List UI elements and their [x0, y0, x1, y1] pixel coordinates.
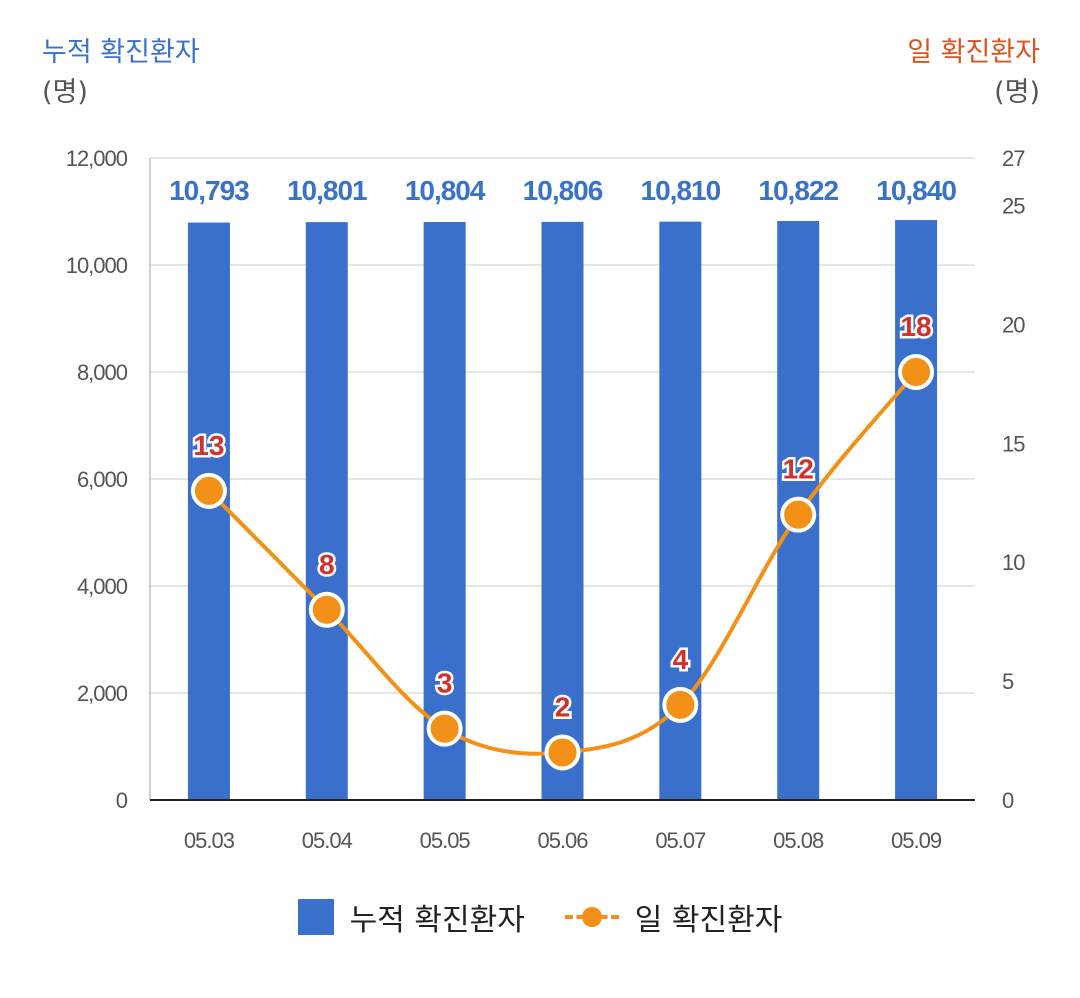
line-point: [190, 472, 227, 509]
bar-value-label: 10,804: [405, 175, 486, 206]
bar-value-label: 10,840: [876, 175, 956, 206]
bar-value-label: 10,801: [287, 175, 367, 206]
left-tick-label: 10,000: [66, 253, 128, 278]
line-value-label: 12: [783, 454, 814, 485]
line-value-label: 13: [193, 430, 224, 461]
right-tick-label: 27: [1002, 146, 1025, 171]
bar-value-label: 10,806: [523, 175, 603, 206]
legend-label-daily: 일 확진환자: [634, 903, 783, 938]
bar-swatch-icon: [297, 899, 334, 935]
line-point: [426, 710, 463, 747]
line-value-label: 2: [555, 691, 571, 722]
bar-value-label: 10,822: [758, 175, 838, 206]
x-tick-label: 05.07: [655, 828, 706, 853]
bar-value-label: 10,793: [169, 175, 249, 206]
left-tick-label: 8,000: [77, 360, 128, 385]
left-tick-label: 4,000: [77, 574, 128, 599]
x-tick-label: 05.06: [537, 828, 588, 853]
line-value-label: 3: [437, 668, 453, 699]
right-tick-label: 20: [1002, 312, 1025, 337]
legend: 누적 확진환자 일 확진환자: [0, 895, 1080, 939]
left-axis-title: 누적 확진환자: [42, 37, 200, 68]
right-tick-label: 5: [1002, 669, 1014, 694]
bar: [423, 221, 466, 801]
bar-value-label: 10,810: [641, 175, 721, 206]
left-axis-unit: (명): [42, 77, 88, 108]
line-value-label: 4: [673, 644, 689, 675]
right-tick-label: 25: [1002, 194, 1025, 219]
x-tick-label: 05.03: [184, 828, 235, 853]
line-point: [662, 686, 699, 723]
legend-item-cumulative[interactable]: 누적 확진환자: [297, 895, 525, 939]
right-tick-label: 10: [1002, 550, 1025, 575]
bar: [187, 222, 230, 801]
line-series: [190, 354, 935, 771]
line-point: [308, 591, 345, 628]
right-tick-label: 0: [1002, 788, 1014, 813]
left-tick-label: 0: [116, 788, 128, 813]
bar: [305, 222, 348, 801]
left-tick-label: 12,000: [66, 146, 128, 171]
line-swatch-icon: [564, 899, 619, 935]
combo-chart: 0 2,000 4,000 6,000 8,000 10,000 12,000 0 5 10 15 2…: [66, 146, 1027, 853]
line-value-label: 18: [900, 311, 931, 342]
x-tick-label: 05.08: [773, 828, 824, 853]
right-axis-unit: (명): [994, 77, 1040, 108]
right-axis-title: 일 확진환자: [907, 37, 1040, 68]
data-labels: 10,793 10,801 10,804 10,806 10,810 10,822 10,8…: [169, 175, 957, 725]
right-tick-label: 15: [1002, 431, 1025, 456]
legend-item-daily[interactable]: 일 확진환자: [564, 895, 783, 939]
axes: 0 2,000 4,000 6,000 8,000 10,000 12,000 0 5 10 15 2…: [66, 146, 1027, 853]
bar: [895, 220, 938, 800]
line-point: [544, 734, 581, 771]
line-point: [780, 496, 817, 533]
left-tick-label: 6,000: [77, 467, 128, 492]
line-point: [898, 354, 935, 390]
left-tick-label: 2,000: [77, 681, 128, 706]
line-value-label: 8: [319, 549, 335, 580]
x-tick-label: 05.05: [420, 828, 471, 853]
bar: [541, 221, 584, 800]
legend-label-cumulative: 누적 확진환자: [349, 903, 525, 938]
x-tick-label: 05.09: [891, 828, 942, 853]
bar-series: [187, 220, 938, 801]
x-tick-label: 05.04: [302, 828, 353, 853]
